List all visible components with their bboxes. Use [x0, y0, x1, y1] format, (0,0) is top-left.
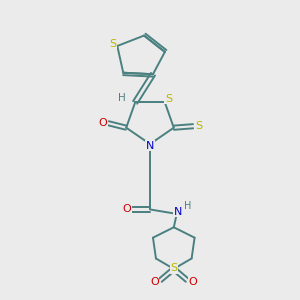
Text: N: N: [146, 140, 154, 151]
Text: S: S: [195, 121, 202, 131]
Text: S: S: [109, 40, 116, 50]
Text: H: H: [118, 93, 126, 103]
Text: O: O: [189, 277, 197, 287]
Text: N: N: [174, 206, 182, 217]
Text: O: O: [99, 118, 107, 128]
Text: O: O: [122, 204, 131, 214]
Text: H: H: [184, 201, 192, 211]
Text: S: S: [170, 263, 177, 273]
Text: S: S: [165, 94, 172, 104]
Text: O: O: [150, 277, 159, 287]
